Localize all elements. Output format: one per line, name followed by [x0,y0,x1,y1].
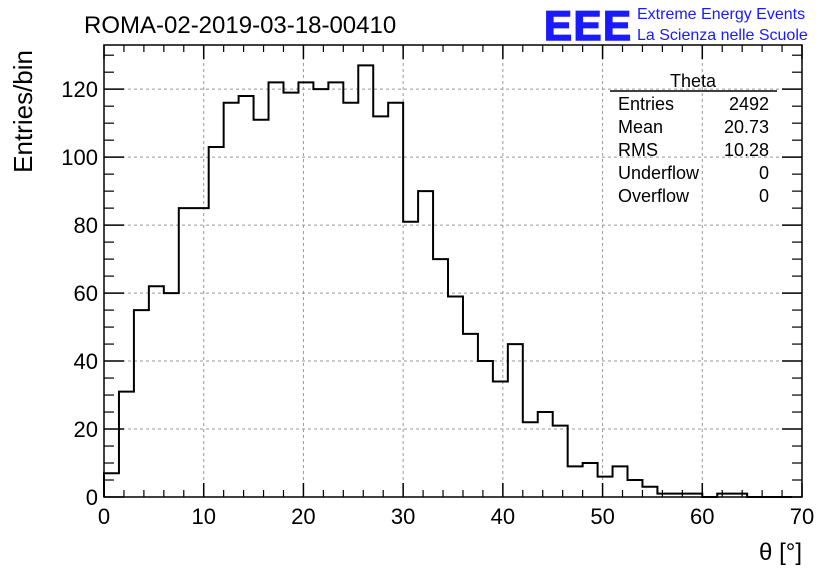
y-tick-label: 100 [61,145,98,170]
x-tick-label: 70 [790,504,814,529]
stats-label: RMS [618,140,658,160]
x-tick-label: 10 [191,504,215,529]
stats-rows: Entries 2492 Mean 20.73 RMS 10.28 Underflow 0 Ov… [618,94,769,206]
logo-line-1: Extreme Energy Events [637,6,805,23]
axis-ticks: 0 10 20 30 40 50 60 70 0 20 40 60 80 100 120 [61,45,814,529]
stats-label: Mean [618,117,663,137]
stats-value: 20.73 [724,117,769,137]
histogram-series [103,64,793,498]
x-tick-label: 0 [98,504,110,529]
x-tick-label: 40 [491,504,515,529]
x-tick-label: 20 [291,504,315,529]
y-tick-label: 40 [74,349,98,374]
x-axis-label: θ [°] [759,539,802,566]
stats-value: 2492 [729,94,769,114]
eee-logo: EEE [544,2,630,49]
plot-frame [103,44,803,498]
stats-value: 0 [759,186,769,206]
stats-box: Theta Entries 2492 Mean 20.73 RMS 10.28 Underf… [610,71,777,206]
stats-label: Overflow [618,186,690,206]
x-tick-label: 50 [590,504,614,529]
stats-value: 0 [759,163,769,183]
stats-label: Underflow [618,163,700,183]
stats-label: Entries [618,94,674,114]
logo-line-2: La Scienza nelle Scuole [637,27,808,44]
y-tick-label: 80 [74,213,98,238]
run-title: ROMA-02-2019-03-18-00410 [84,12,396,39]
stats-value: 10.28 [724,140,769,160]
y-tick-label: 0 [86,485,98,510]
y-axis-label: Entries/bin [8,50,38,173]
x-tick-label: 30 [391,504,415,529]
grid-lines [104,45,802,497]
stats-title: Theta [670,71,717,91]
y-tick-label: 20 [74,417,98,442]
y-tick-label: 60 [74,281,98,306]
x-tick-label: 60 [690,504,714,529]
y-tick-label: 120 [61,77,98,102]
